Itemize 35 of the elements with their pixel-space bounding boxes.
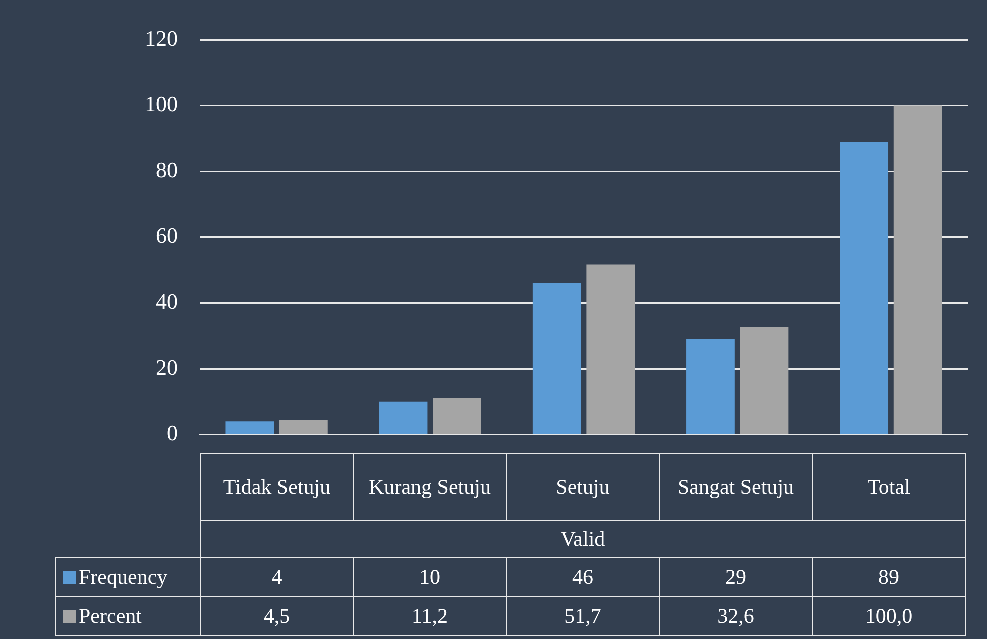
bar bbox=[686, 339, 735, 434]
bar bbox=[379, 402, 428, 434]
bar bbox=[586, 264, 636, 434]
y-tick-label: 120 bbox=[145, 26, 178, 51]
x-tick-label: Sangat Setuju bbox=[660, 454, 812, 520]
data-label: 10 bbox=[354, 558, 506, 596]
data-label: 11,2 bbox=[354, 596, 506, 636]
y-tick-label: 0 bbox=[167, 420, 178, 446]
data-label: 46 bbox=[506, 558, 660, 596]
x-tick-label: Tidak Setuju bbox=[200, 454, 354, 520]
x-tick-label: Kurang Setuju bbox=[354, 454, 506, 520]
bar bbox=[433, 398, 482, 434]
x-tick-label: Total bbox=[812, 454, 966, 520]
x-tick-label: Setuju bbox=[506, 454, 660, 520]
y-tick-label: 40 bbox=[156, 288, 178, 314]
data-label: 89 bbox=[812, 558, 966, 596]
legend-label: Frequency bbox=[56, 558, 200, 596]
bar bbox=[532, 283, 582, 434]
y-tick-label: 100 bbox=[145, 92, 178, 117]
bar bbox=[279, 420, 328, 434]
bar bbox=[894, 106, 942, 434]
data-label: 32,6 bbox=[660, 596, 812, 636]
x-axis-title: Valid bbox=[200, 520, 966, 558]
data-label: 4,5 bbox=[200, 596, 354, 636]
bar bbox=[840, 142, 889, 434]
data-label: 51,7 bbox=[506, 596, 660, 636]
data-label: 29 bbox=[660, 558, 812, 596]
y-tick-label: 20 bbox=[156, 354, 178, 380]
legend-label: Percent bbox=[56, 596, 200, 636]
data-label: 100,0 bbox=[812, 596, 966, 636]
bar bbox=[740, 328, 789, 434]
y-tick-label: 60 bbox=[156, 223, 178, 248]
bar bbox=[226, 422, 274, 434]
y-tick-label: 80 bbox=[156, 157, 178, 182]
data-label: 4 bbox=[200, 558, 354, 596]
